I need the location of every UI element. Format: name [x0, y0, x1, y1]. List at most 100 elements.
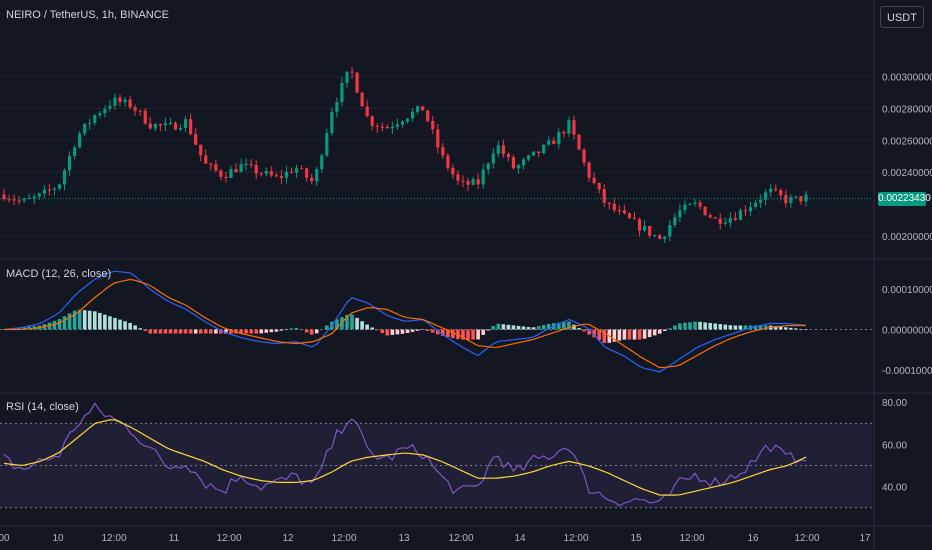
- macd-histogram-bar: [536, 326, 541, 330]
- candle-body: [284, 171, 289, 178]
- macd-histogram-bar: [123, 321, 127, 330]
- candle-body: [178, 127, 183, 130]
- candle-body: [526, 155, 531, 160]
- time-tick-label: 12:00: [563, 533, 588, 544]
- candle-body: [441, 147, 445, 156]
- candle-body: [738, 210, 743, 220]
- macd-histogram-bar: [108, 316, 112, 330]
- macd-histogram-bar: [420, 329, 425, 331]
- macd-histogram-bar: [521, 326, 526, 330]
- price-tick-label: 0.00280000: [882, 104, 932, 115]
- candle-body: [723, 222, 727, 224]
- candle-body: [597, 182, 601, 190]
- macd-histogram-bar: [753, 325, 758, 330]
- macd-histogram-bar: [632, 329, 637, 340]
- candle-body: [350, 71, 354, 73]
- macd-histogram-bar: [506, 324, 511, 330]
- candle-body: [209, 163, 213, 165]
- macd-histogram-bar: [355, 317, 359, 330]
- candle-body: [552, 140, 556, 145]
- candle-body: [784, 195, 788, 204]
- candle-body: [118, 97, 122, 103]
- macd-title: MACD (12, 26, close): [6, 268, 112, 280]
- candle-body: [385, 126, 389, 129]
- time-tick-label: 12:00: [679, 533, 704, 544]
- macd-histogram-bar: [728, 325, 733, 330]
- candle-body: [2, 194, 6, 200]
- macd-histogram-bar: [703, 322, 707, 330]
- time-tick-label: 14: [514, 533, 526, 544]
- currency-selector[interactable]: USDT: [880, 6, 924, 28]
- macd-histogram-bar: [430, 329, 435, 333]
- candle-body: [299, 168, 304, 170]
- candle-body: [325, 132, 329, 156]
- macd-histogram-bar: [370, 327, 375, 330]
- macd-histogram-bar: [244, 329, 248, 334]
- macd-histogram-bar: [77, 309, 82, 330]
- macd-histogram-bar: [178, 329, 183, 334]
- candle-body: [340, 82, 344, 103]
- macd-histogram-bar: [274, 329, 279, 332]
- macd-histogram-bar: [62, 316, 67, 330]
- macd-histogram-bar: [486, 329, 491, 331]
- macd-histogram-bar: [425, 329, 430, 331]
- macd-histogram-bar: [708, 322, 712, 330]
- time-tick-label: 11: [169, 533, 180, 544]
- time-tick-label: 12:00: [216, 533, 241, 544]
- macd-histogram-bar: [380, 329, 385, 334]
- macd-histogram-bar: [360, 321, 364, 330]
- candle-body: [224, 176, 228, 178]
- candle-body: [496, 145, 500, 154]
- candle-body: [416, 106, 420, 112]
- macd-histogram-bar: [592, 329, 596, 338]
- macd-histogram-bar: [743, 325, 748, 330]
- candle-body: [688, 204, 692, 206]
- candle-body: [451, 167, 455, 175]
- candle-body: [794, 196, 798, 198]
- time-tick-label: 12:00: [331, 533, 356, 544]
- macd-histogram-bar: [133, 325, 137, 330]
- macd-histogram-bar: [153, 329, 158, 334]
- candle-body: [668, 225, 672, 237]
- candle-body: [642, 226, 647, 231]
- macd-histogram-bar: [128, 322, 132, 330]
- macd-histogram-bar: [557, 322, 561, 330]
- macd-histogram: [2, 309, 808, 343]
- macd-histogram-bar: [314, 329, 319, 334]
- price-tick-label: 0.00200000: [882, 232, 932, 243]
- macd-histogram-bar: [577, 328, 581, 330]
- candle-body: [547, 140, 551, 145]
- candle-body: [229, 168, 233, 178]
- candle-body: [476, 179, 480, 185]
- candle-body: [12, 199, 16, 201]
- candle-body: [516, 165, 521, 169]
- candle-body: [22, 198, 26, 201]
- candle-body: [239, 164, 243, 173]
- time-tick-label: 17: [859, 533, 871, 544]
- candle-body: [148, 123, 152, 129]
- macd-histogram-bar: [546, 323, 551, 330]
- candle-body: [577, 134, 581, 150]
- candle-body: [733, 218, 737, 220]
- candle-body: [471, 179, 475, 185]
- signal-line: [4, 278, 806, 369]
- candle-body: [627, 213, 632, 219]
- candle-body: [67, 155, 72, 171]
- macd-histogram-bar: [72, 310, 77, 330]
- candle-body: [592, 177, 596, 183]
- macd-histogram-bar: [693, 321, 697, 330]
- candle-body: [557, 132, 561, 145]
- rsi-ma-line: [3, 419, 807, 496]
- candle-body: [769, 188, 773, 193]
- candle-body: [617, 210, 621, 212]
- macd-histogram-bar: [183, 329, 188, 334]
- macd-histogram-bar: [138, 328, 142, 330]
- macd-histogram-bar: [789, 327, 793, 330]
- candle-body: [254, 165, 258, 174]
- price-tick-label: 0.00300000: [882, 73, 932, 84]
- macd-histogram-bar: [304, 329, 309, 333]
- macd-histogram-bar: [688, 322, 692, 330]
- macd-histogram-bar: [173, 329, 178, 334]
- macd-histogram-bar: [758, 325, 763, 330]
